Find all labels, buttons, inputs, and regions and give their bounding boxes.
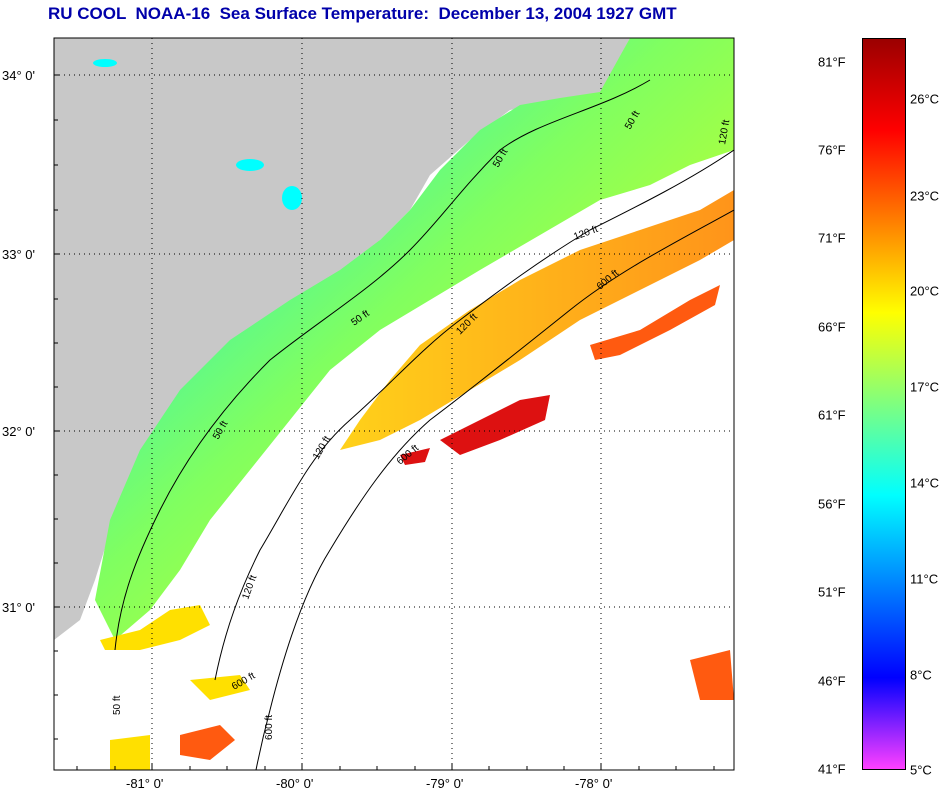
bathymetry-contours [114,79,734,770]
celsius-label: 14°C [910,475,940,491]
map-frame [53,37,735,771]
celsius-label: 26°C [910,91,940,107]
lat-label: 34° 0' [2,68,35,83]
gulf-stream-patches [400,395,550,465]
contour-label: 50 ft [112,695,123,715]
lon-label: -78° 0' [575,776,612,791]
fahrenheit-label: 41°F [818,761,846,777]
lat-label: 31° 0' [2,600,35,615]
fahrenheit-label: 46°F [818,673,846,689]
inland-lake [282,186,302,210]
fahrenheit-label: 66°F [818,319,846,335]
celsius-label: 17°C [910,379,940,395]
fahrenheit-label: 61°F [818,407,846,423]
contour-label: 120 ft [717,119,732,146]
lon-label: -80° 0' [276,776,313,791]
fahrenheit-label: 51°F [818,584,846,600]
celsius-label: 23°C [910,188,940,204]
axis-ticks [54,74,715,770]
lat-label: 32° 0' [2,424,35,439]
yellow-fragments [100,605,250,770]
temperature-colorbar [862,38,906,770]
map-title: RU COOL NOAA-16 Sea Surface Temperature:… [48,4,677,23]
contour-label: 600 ft [264,715,275,740]
fahrenheit-label: 71°F [818,230,846,246]
fahrenheit-label: 76°F [818,142,846,158]
celsius-label: 8°C [910,667,932,683]
lat-label: 33° 0' [2,247,35,262]
celsius-label: 5°C [910,762,932,778]
lon-label: -79° 0' [426,776,463,791]
celsius-label: 11°C [910,571,939,587]
shelf-water [95,38,734,640]
celsius-label: 20°C [910,283,940,299]
inland-lake [236,159,264,171]
warm-water-band [340,190,734,450]
fahrenheit-label: 81°F [818,54,846,70]
lon-label: -81° 0' [126,776,163,791]
land-mass [54,38,630,640]
grid-lines [54,38,734,770]
fahrenheit-label: 56°F [818,496,846,512]
warm-fragments [180,285,734,760]
inland-lake [93,59,117,67]
